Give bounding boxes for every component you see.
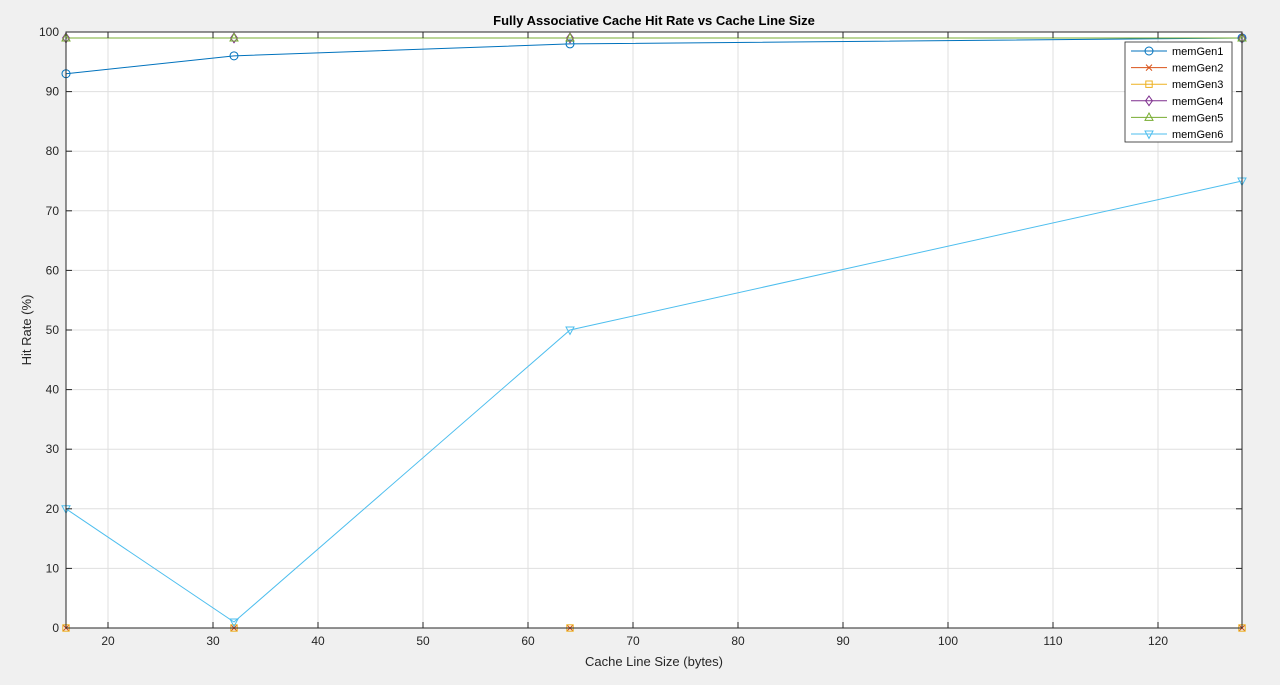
data-point-memGen6 [229, 618, 239, 628]
chart-title: Fully Associative Cache Hit Rate vs Cach… [493, 13, 815, 28]
legend-label: memGen4 [1172, 96, 1223, 108]
data-point-memGen1 [565, 39, 575, 49]
x-tick-label: 120 [1148, 634, 1168, 648]
legend-marker-memGen6 [1144, 130, 1154, 140]
x-tick-label: 50 [416, 634, 430, 648]
x-tick-label: 20 [101, 634, 115, 648]
y-tick-label: 0 [52, 621, 59, 635]
legend: memGen1 memGen2 memGen3 memGen4 memGen5 memGe… [1124, 41, 1233, 143]
y-tick-label: 40 [46, 383, 60, 397]
data-point-memGen6 [565, 326, 575, 336]
y-axis-ticks: 0 10 20 30 40 50 60 70 80 90 100 [39, 25, 1242, 635]
y-tick-label: 70 [46, 204, 60, 218]
legend-box [1124, 41, 1233, 143]
legend-marker-memGen5 [1144, 111, 1154, 121]
legend-label: memGen5 [1172, 112, 1223, 124]
y-tick-label: 20 [46, 502, 60, 516]
legend-marker-memGen1 [1144, 46, 1154, 56]
x-tick-label: 110 [1043, 634, 1062, 648]
data-point-memGen4 [565, 32, 575, 44]
y-tick-label: 50 [46, 323, 60, 337]
data-point-memGen5 [229, 32, 239, 42]
legend-marker-memGen4 [1144, 95, 1154, 107]
y-tick-label: 90 [46, 85, 60, 99]
y-tick-label: 60 [46, 263, 60, 277]
x-tick-label: 60 [521, 634, 535, 648]
series-line-memGen1 [65, 37, 1243, 75]
series-line-memGen6 [65, 180, 1243, 623]
x-axis-label: Cache Line Size (bytes) [585, 654, 723, 669]
x-tick-label: 80 [731, 634, 745, 648]
x-tick-label: 70 [626, 634, 640, 648]
data-point-memGen4 [229, 32, 239, 44]
x-tick-label: 90 [836, 634, 850, 648]
data-point-memGen1 [229, 51, 239, 61]
x-axis-ticks: 20 30 40 50 60 70 80 90 100 110 120 [101, 32, 1168, 648]
legend-marker-memGen2 [1145, 64, 1153, 71]
y-tick-label: 80 [46, 144, 60, 158]
legend-marker-memGen3 [1145, 80, 1153, 88]
x-tick-label: 40 [311, 634, 325, 648]
x-tick-label: 100 [938, 634, 958, 648]
y-tick-label: 30 [46, 442, 60, 456]
legend-label: memGen2 [1172, 63, 1223, 75]
x-tick-label: 30 [206, 634, 220, 648]
y-axis-label: Hit Rate (%) [19, 295, 34, 366]
y-tick-label: 100 [39, 25, 59, 39]
data-point-memGen5 [565, 32, 575, 42]
legend-label: memGen3 [1172, 79, 1223, 91]
legend-label: memGen6 [1172, 129, 1223, 141]
legend-label: memGen1 [1172, 46, 1223, 58]
y-tick-label: 10 [46, 561, 60, 575]
